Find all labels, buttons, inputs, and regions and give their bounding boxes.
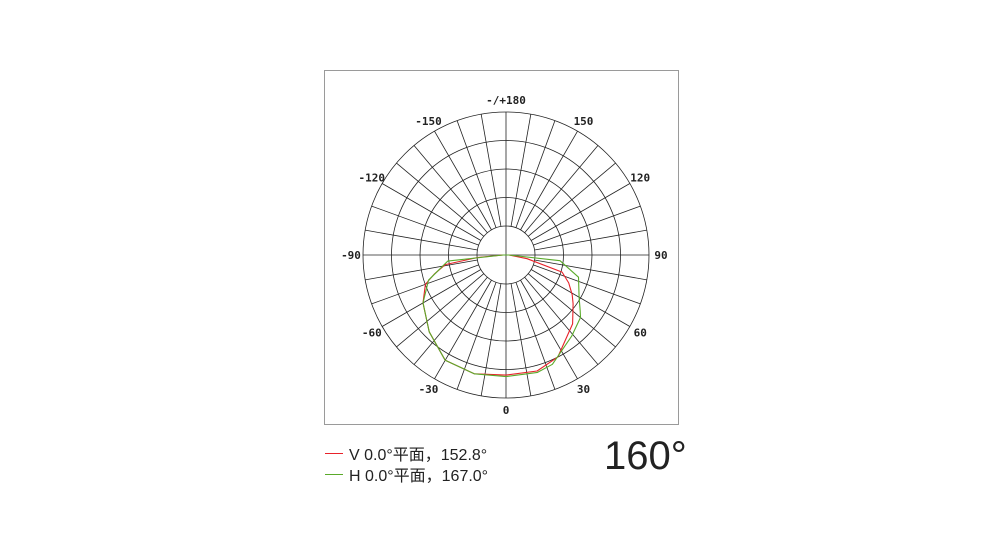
grid-spoke <box>527 162 616 237</box>
grid-spoke <box>527 273 616 348</box>
grid-spoke <box>530 183 631 241</box>
grid-spoke <box>456 120 497 228</box>
angle-label: -150 <box>415 115 442 128</box>
legend-item-v: V 0.0°平面，152.8° <box>325 441 487 465</box>
grid-spoke <box>365 229 478 251</box>
grid-spoke <box>480 283 502 396</box>
legend-item-h: H 0.0°平面，167.0° <box>325 462 488 486</box>
legend-label-h: H 0.0°平面，167.0° <box>349 468 489 485</box>
grid-spoke <box>533 205 641 246</box>
grid-spoke <box>520 130 578 231</box>
grid-spoke <box>510 283 532 396</box>
angle-label: 60 <box>634 327 647 340</box>
grid-spoke <box>534 259 647 281</box>
grid-spoke <box>456 282 497 390</box>
angle-label: -90 <box>341 249 361 262</box>
grid-spoke <box>524 145 599 234</box>
angle-label: -120 <box>359 172 386 185</box>
grid-spoke <box>413 276 488 365</box>
grid-spoke <box>534 229 647 251</box>
angle-label: 90 <box>654 249 667 262</box>
legend-swatch-red <box>325 452 343 454</box>
angle-label: 0 <box>503 404 510 417</box>
grid-spoke <box>396 162 485 237</box>
grid-spoke <box>515 120 556 228</box>
polar-chart-frame: -/+180 150 120 90 60 30 0 -30 -60 -90 -120 -150 <box>324 70 679 425</box>
grid-spoke <box>371 205 479 246</box>
angle-label: 30 <box>577 383 590 396</box>
angle-label: 150 <box>574 115 594 128</box>
grid-spoke <box>434 130 492 231</box>
grid-spoke <box>396 273 485 348</box>
grid-spoke <box>524 276 599 365</box>
angle-label: -30 <box>419 383 439 396</box>
grid-spoke <box>480 114 502 227</box>
angle-label: -/+180 <box>486 94 526 107</box>
grid-spoke <box>413 145 488 234</box>
polar-chart: -/+180 150 120 90 60 30 0 -30 -60 -90 -120 -150 <box>341 94 668 417</box>
grid-spoke <box>520 279 578 380</box>
grid-spoke <box>530 269 631 327</box>
grid-spoke <box>434 279 492 380</box>
angle-label: -60 <box>362 327 382 340</box>
legend-swatch-green <box>325 473 343 475</box>
grid-spoke <box>381 269 482 327</box>
legend-label-v: V 0.0°平面，152.8° <box>349 447 488 464</box>
beam-angle-value: 160° <box>604 434 687 478</box>
grid-spoke <box>515 282 556 390</box>
series-line-v <box>422 254 574 376</box>
grid-spoke <box>510 114 532 227</box>
grid-spoke <box>381 183 482 241</box>
series-line-h <box>422 254 582 378</box>
angle-label: 120 <box>630 172 650 185</box>
grid-spoke <box>365 259 478 281</box>
grid-spoke <box>533 264 641 305</box>
